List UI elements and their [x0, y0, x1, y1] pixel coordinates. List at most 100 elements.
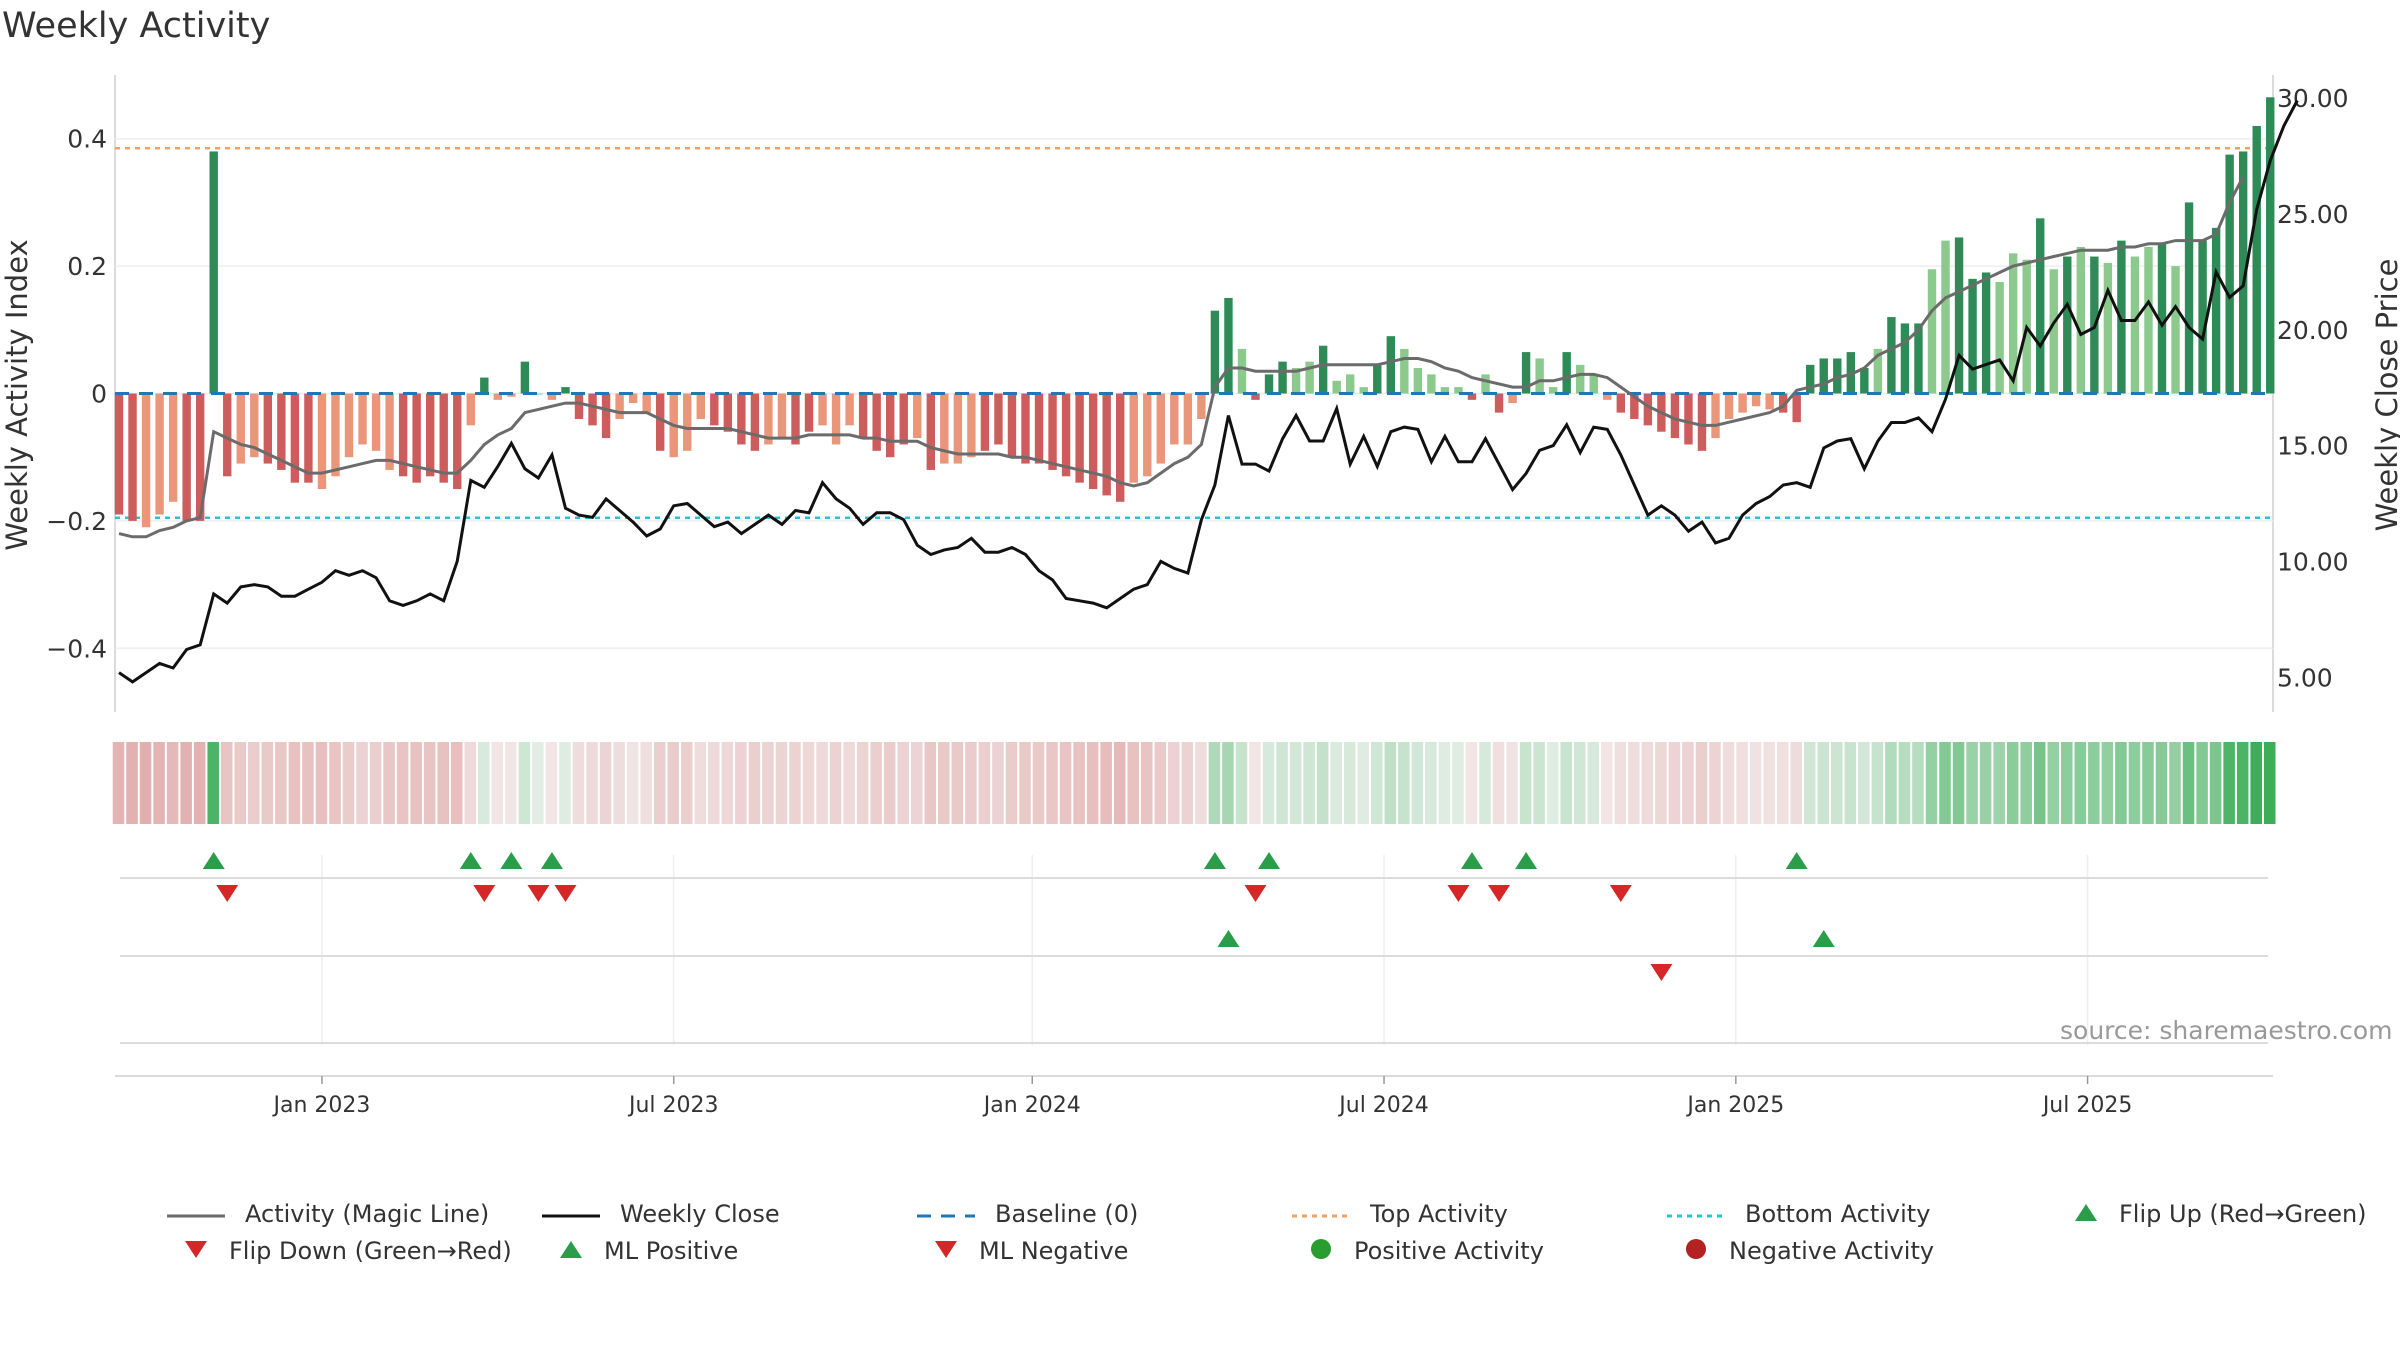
activity-strip-cell [613, 742, 625, 824]
activity-strip-cell [1695, 742, 1708, 824]
activity-strip-cell [1289, 742, 1302, 824]
right-tick-label: 10.00 [2277, 547, 2349, 576]
activity-bar [344, 393, 354, 458]
flip-down-marker [554, 885, 577, 902]
activity-bar [2076, 246, 2086, 394]
flip-up-marker [1258, 852, 1281, 869]
right-tick-label: 30.00 [2277, 84, 2349, 113]
activity-bar [317, 393, 327, 490]
flip-down-marker [216, 885, 239, 902]
activity-strip-cell [2006, 742, 2019, 824]
activity-bar [601, 393, 611, 439]
activity-bar [2184, 202, 2194, 394]
activity-bar [1346, 374, 1355, 394]
activity-bar [1724, 393, 1734, 419]
activity-bar [2211, 227, 2221, 394]
activity-strip-cell [369, 742, 382, 824]
right-tick-label: 15.00 [2277, 432, 2349, 461]
activity-strip-cell [2182, 742, 2195, 824]
activity-strip-cell [1032, 742, 1045, 824]
flip-up-marker [1203, 852, 1226, 869]
tri-down-red-legend-icon [181, 1238, 211, 1266]
chart-title: Weekly Activity [2, 6, 271, 46]
activity-bar [1576, 364, 1585, 394]
activity-strip-cell [870, 742, 882, 824]
activity-bar [1021, 393, 1030, 464]
activity-strip-cell [139, 742, 152, 824]
activity-bar [1900, 323, 1910, 394]
activity-bar [1603, 393, 1612, 400]
activity-strip-cell [1803, 742, 1816, 824]
activity-bar [2063, 256, 2072, 394]
activity-bar [2198, 240, 2207, 394]
activity-strip-cell [1682, 742, 1694, 824]
activity-strip-cell [1452, 742, 1464, 824]
activity-strip-cell [410, 742, 422, 824]
activity-bar [737, 393, 746, 445]
activity-bar [1494, 393, 1504, 413]
activity-strip-cell [1736, 742, 1748, 824]
activity-strip-cell [1776, 742, 1789, 824]
activity-bar [1264, 374, 1274, 394]
activity-strip-cell [2209, 742, 2222, 824]
flip-up-marker [202, 852, 225, 869]
legend-item: Positive Activity [1306, 1237, 1544, 1267]
activity-strip-cell [1113, 742, 1126, 824]
legend-label: ML Negative [979, 1237, 1129, 1265]
activity-bar [168, 393, 178, 502]
activity-strip-cell [1127, 742, 1139, 824]
activity-bar [385, 393, 394, 470]
activity-bar [1819, 358, 1828, 394]
activity-bar [926, 393, 935, 470]
activity-strip-cell [1371, 742, 1383, 824]
activity-bar [250, 393, 259, 458]
activity-strip-cell [1871, 742, 1884, 824]
activity-strip-cell [545, 742, 558, 824]
tri-down-red-legend-icon [931, 1238, 961, 1266]
activity-strip-cell [1303, 742, 1315, 824]
left-tick-label: −0.4 [46, 634, 107, 663]
activity-strip-cell [220, 742, 233, 824]
x-tick-label: Jul 2023 [627, 1093, 719, 1118]
activity-bar [1562, 352, 1571, 394]
activity-strip-cell [2088, 742, 2100, 824]
tri-up-green-legend-icon [2071, 1201, 2101, 1229]
x-tick-label: Jan 2025 [1685, 1093, 1784, 1118]
activity-strip-cell [126, 742, 138, 824]
activity-strip-cell [2142, 742, 2154, 824]
activity-strip-cell [2115, 742, 2127, 824]
activity-bar [1305, 361, 1314, 394]
activity-strip-cell [1181, 742, 1194, 824]
activity-strip-cell [1465, 742, 1478, 824]
activity-strip-cell [1249, 742, 1261, 824]
activity-bar [791, 393, 800, 445]
activity-strip-cell [1614, 742, 1627, 824]
axes-layer: 0.4 0.2 0 −0.2 −0.4 30.00 25.00 20.00 15.00 10.00… [0, 75, 2400, 712]
activity-bar [331, 393, 340, 477]
legend-label: Weekly Close [620, 1200, 780, 1228]
activity-strip-cell [1492, 742, 1505, 824]
weekly-close-series [118, 99, 2299, 684]
activity-bar [1102, 393, 1111, 496]
activity-strip-cell [329, 742, 341, 824]
activity-bar [1873, 348, 1883, 394]
activity-strip-cell [1343, 742, 1356, 824]
activity-strip-cell [640, 742, 652, 824]
x-tick-label: Jul 2024 [1337, 1093, 1429, 1118]
activity-strip-cell [437, 742, 449, 824]
activity-strip-cell [1438, 742, 1451, 824]
activity-strip-cell [112, 742, 125, 824]
activity-strip-cell [1925, 742, 1938, 824]
activity-strip-cell [193, 742, 206, 824]
activity-bar [304, 393, 313, 483]
activity-bar [2103, 262, 2113, 394]
activity-strip-cell [559, 742, 571, 824]
activity-strip-cell [775, 742, 788, 824]
activity-strip-cell [1195, 742, 1207, 824]
activity-bar [398, 393, 408, 477]
activity-bar [1400, 348, 1409, 394]
activity-strip-cell [2196, 742, 2208, 824]
activity-bar [1954, 237, 1964, 394]
activity-bar [953, 393, 963, 464]
activity-strip-cell [288, 742, 301, 824]
